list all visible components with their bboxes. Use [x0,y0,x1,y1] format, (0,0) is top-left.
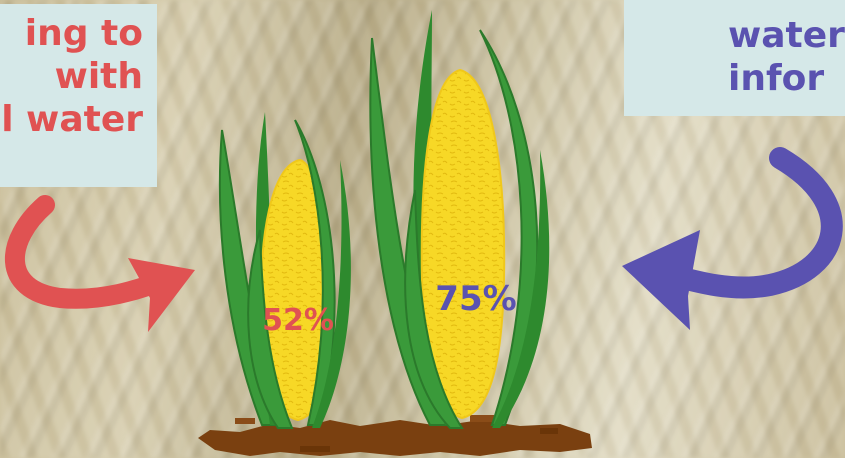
corn-left: 52% [218,112,351,429]
right-callout-line-1: water [728,15,845,56]
blue-arrow-icon [622,147,843,330]
left-callout-box: ing to with l water [0,4,157,187]
right-percent-label: 75% [435,279,516,319]
left-callout-line-3: l water [1,99,143,140]
left-percent-label: 52% [262,303,334,338]
right-callout-line-2: infor [728,58,825,99]
soil-ground [198,415,592,456]
left-callout-line-2: with [54,56,143,97]
corn-right: 75% [369,10,550,429]
red-arrow-icon [4,195,195,332]
left-callout-line-1: ing to [24,13,143,54]
right-callout-box: water infor [624,0,845,116]
